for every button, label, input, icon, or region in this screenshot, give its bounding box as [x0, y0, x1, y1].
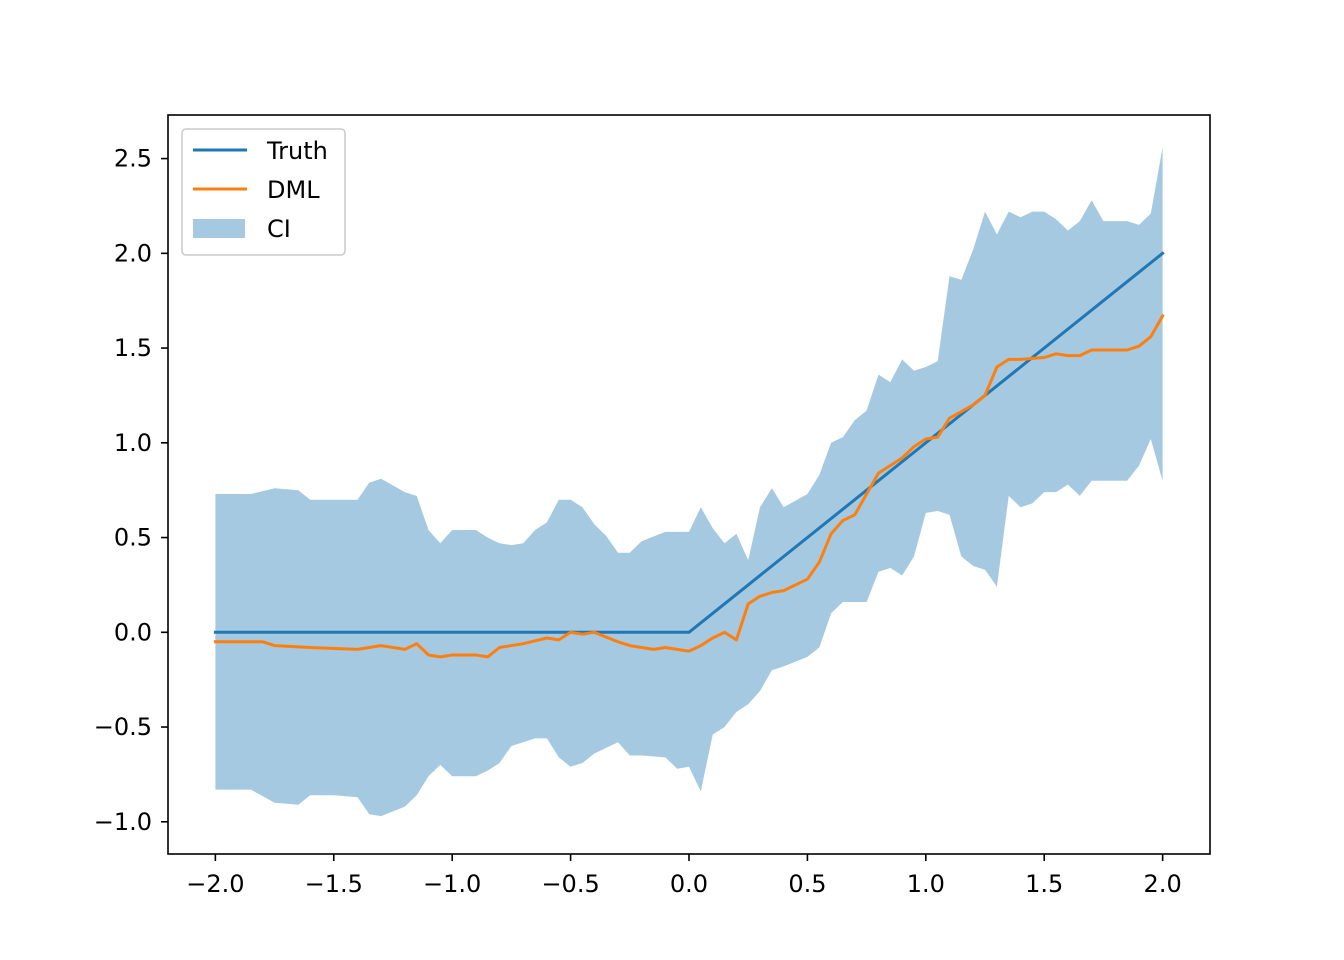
- legend-truth-label: Truth: [266, 137, 328, 165]
- x-tick-label: 1.5: [1025, 870, 1063, 898]
- y-tick-label: 1.0: [114, 429, 152, 457]
- y-axis: −1.0 −0.5 0.0 0.5 1.0 1.5 2.0 2.5: [94, 145, 168, 836]
- x-axis: −2.0 −1.5 −1.0 −0.5 0.0 0.5 1.0 1.5 2.0: [186, 854, 1182, 898]
- x-tick-label: 0.5: [788, 870, 826, 898]
- y-tick-label: 0.0: [114, 618, 152, 646]
- y-tick-label: 0.5: [114, 524, 152, 552]
- y-tick-label: −1.0: [94, 808, 152, 836]
- x-tick-label: −0.5: [541, 870, 599, 898]
- legend-frame: [181, 128, 346, 256]
- ci-band-layer: [215, 147, 1163, 817]
- legend-ci-label: CI: [267, 215, 291, 243]
- x-tick-label: −1.5: [305, 870, 363, 898]
- legend: Truth DML CI: [181, 128, 346, 256]
- x-tick-label: 0.0: [670, 870, 708, 898]
- ci-band: [215, 147, 1163, 817]
- x-tick-label: 1.0: [907, 870, 945, 898]
- x-tick-label: 2.0: [1144, 870, 1182, 898]
- x-tick-label: −1.0: [423, 870, 481, 898]
- dml-line: [213, 313, 1165, 659]
- y-tick-label: 1.5: [114, 334, 152, 362]
- y-tick-label: 2.5: [114, 145, 152, 173]
- legend-dml-label: DML: [267, 176, 320, 204]
- x-tick-label: −2.0: [186, 870, 244, 898]
- y-tick-label: −0.5: [94, 713, 152, 741]
- legend-ci-swatch: [193, 219, 245, 238]
- y-tick-label: 2.0: [114, 239, 152, 267]
- truth-line: [213, 251, 1165, 634]
- series-line-layer: [213, 251, 1165, 659]
